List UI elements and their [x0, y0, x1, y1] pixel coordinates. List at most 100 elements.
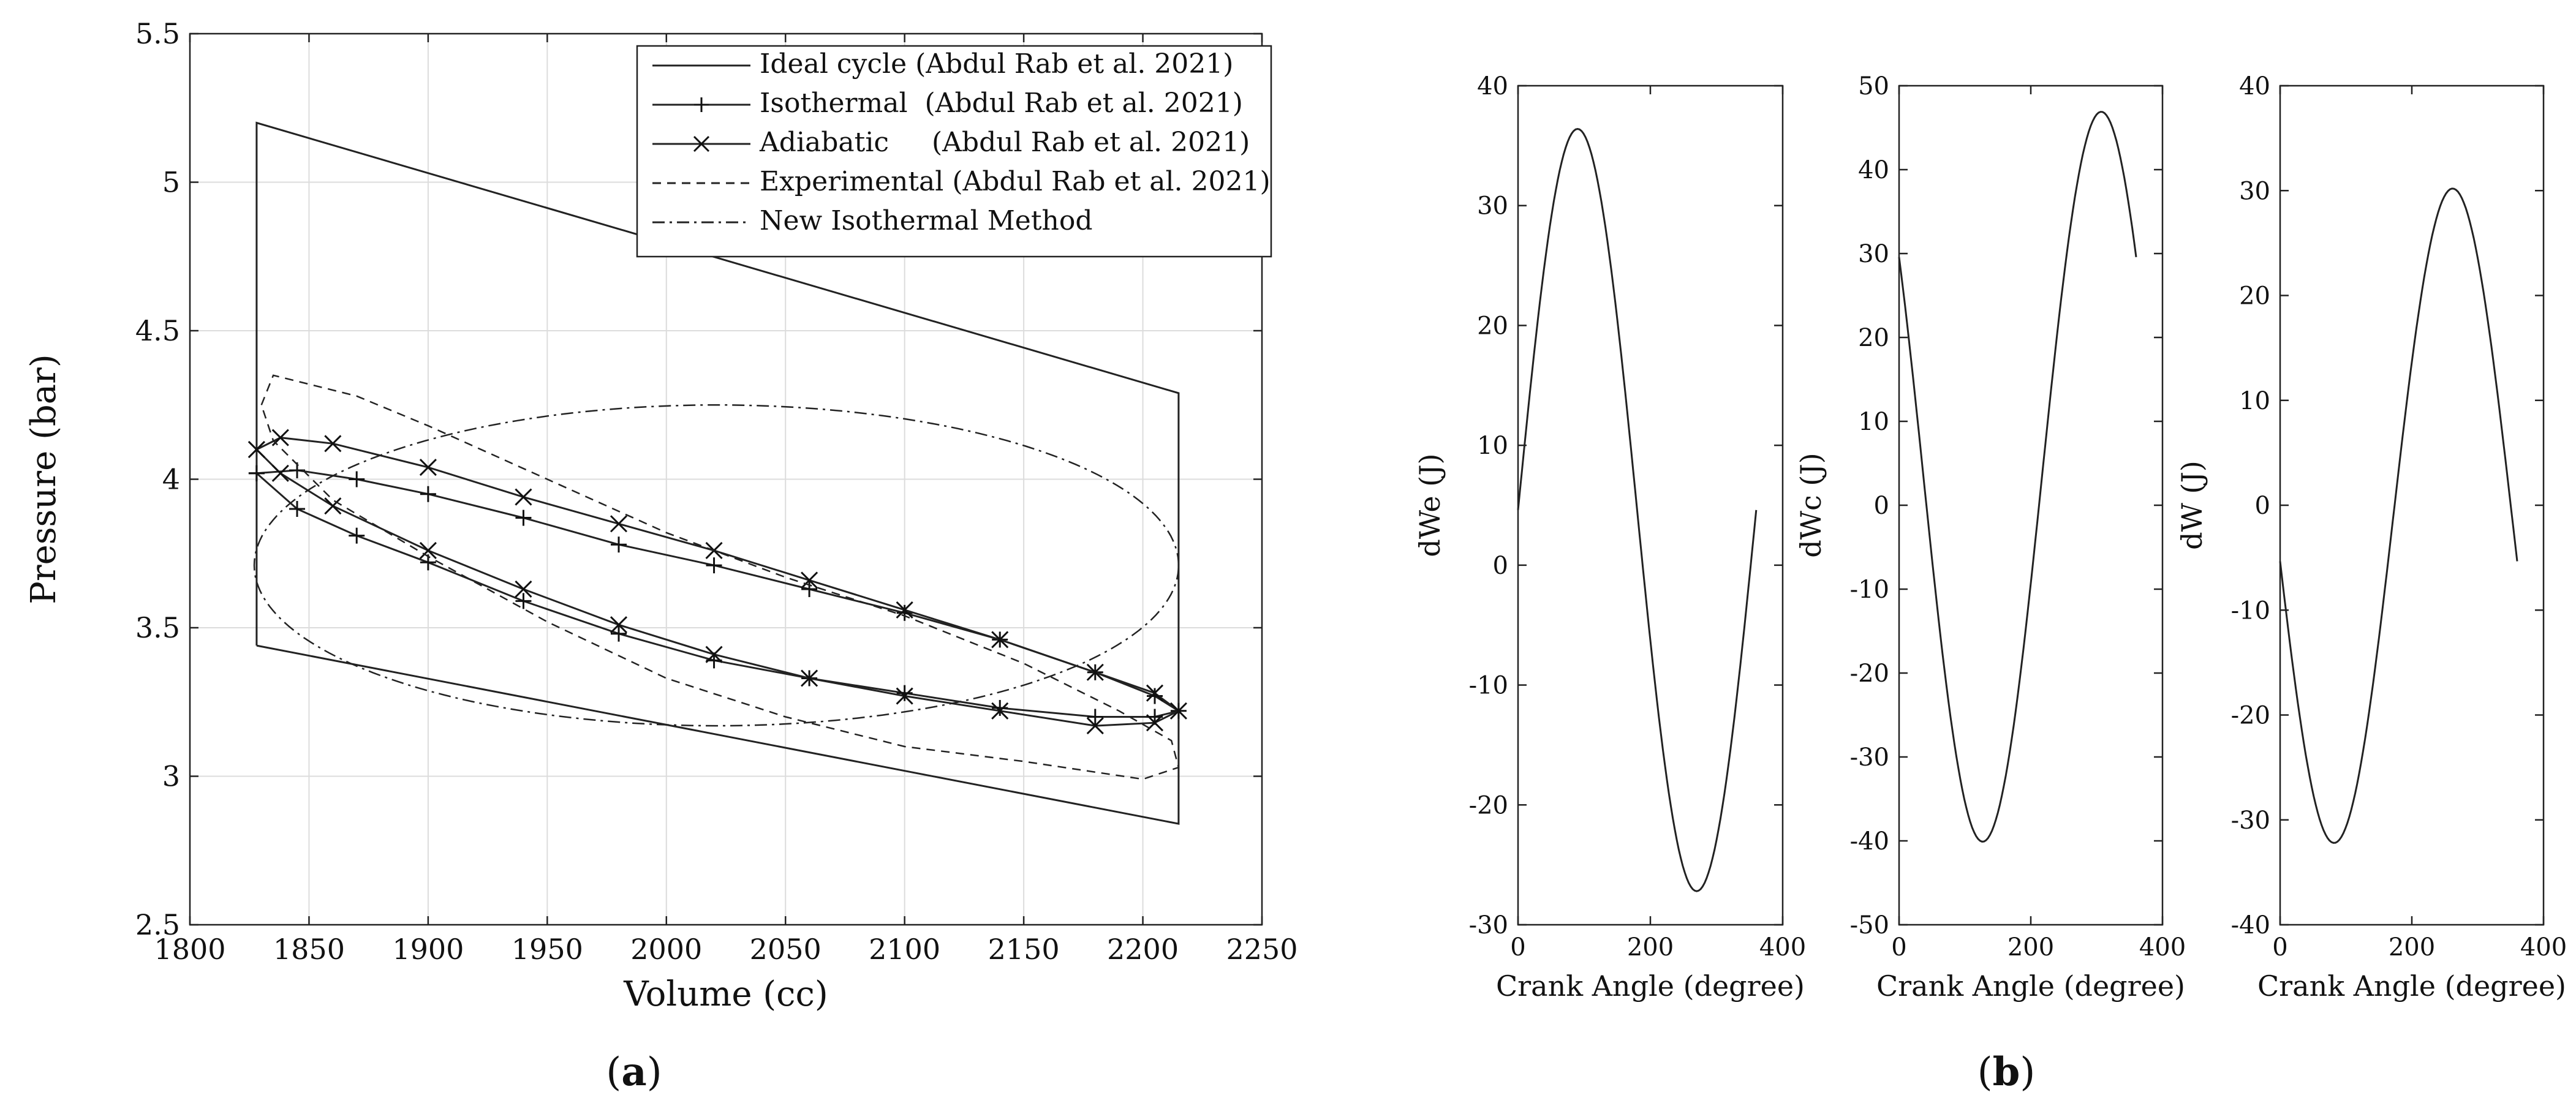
- b2-y-tick-label: -10: [1850, 576, 1889, 604]
- a-series-adiabatic-abdul-rab-et-al-2021-marker: [247, 440, 265, 459]
- b2-x-tick-label: 400: [2139, 933, 2186, 962]
- b3-y-tick-label: 40: [2239, 72, 2270, 100]
- a-series-adiabatic-abdul-rab-et-al-2021-marker-d2: [991, 631, 1009, 649]
- a-series-isothermal-abdul-rab-et-al-202-marker: [896, 604, 913, 621]
- b2-y-tick-label: -20: [1850, 660, 1889, 688]
- a-series-adiabatic-abdul-rab-et-al-2021-marker-d2: [324, 435, 342, 453]
- a-x-tick-label: 2250: [1226, 933, 1297, 966]
- b2-y-tick-label: 30: [1858, 240, 1889, 268]
- panel-a-pv-diagram: 1800 1850 1900 1950 2000 2050 2100 2150 2200 2250…: [24, 17, 1298, 1014]
- a-x-tick-label: 2150: [988, 933, 1060, 966]
- a-series-isothermal-abdul-rab-et-al-202-marker: [515, 510, 532, 526]
- a-series-new-isothermal-method-line: [253, 404, 1180, 727]
- caption-b-letter: b: [1993, 1049, 2020, 1095]
- a-series-adiabatic-abdul-rab-et-al-2021-marker-d2: [419, 541, 437, 559]
- b1-x-tick-label: 200: [1627, 933, 1674, 962]
- b3-y-axis-label: dW (J): [2175, 461, 2208, 550]
- a-series-adiabatic-abdul-rab-et-al-2021-marker-d2: [247, 440, 265, 459]
- caption-a: (a): [606, 1049, 662, 1095]
- a-series-adiabatic-abdul-rab-et-al-2021-marker-d2: [991, 702, 1009, 720]
- b2-y-tick-label: -50: [1850, 911, 1889, 939]
- a-series-isothermal-abdul-rab-et-al-202-marker: [420, 486, 436, 502]
- b1-y-tick-label: -30: [1469, 911, 1508, 939]
- b2-x-tick-label: 0: [1891, 933, 1906, 962]
- a-y-axis-label: Pressure (bar): [24, 354, 64, 604]
- a-series-adiabatic-abdul-rab-et-al-2021-marker: [801, 571, 818, 589]
- a-y-tick-label: 5: [162, 166, 180, 199]
- a-y-tick-label: 2.5: [135, 908, 180, 941]
- panel-b-dwe-plot: 0 200 400 -30 -20 -10 0 10 20 30 40 Crank Angle (de…: [1413, 72, 1806, 1003]
- a-legend-entry: Isothermal (Abdul Rab et al. 2021): [760, 88, 1243, 119]
- b1-y-tick-label: 40: [1477, 72, 1508, 100]
- a-series-adiabatic-abdul-rab-et-al-2021-line: [255, 437, 1180, 727]
- a-series-isothermal-abdul-rab-et-al-202-marker: [349, 471, 365, 487]
- a-series-adiabatic-abdul-rab-et-al-2021-marker: [324, 435, 342, 453]
- a-y-tick-label: 4.5: [135, 314, 180, 347]
- b1-y-tick-label: 0: [1493, 552, 1508, 580]
- a-legend-marker-cross-2: [693, 135, 710, 152]
- a-series-adiabatic-abdul-rab-et-al-2021-marker: [419, 459, 437, 476]
- a-y-tick-label: 3: [162, 760, 180, 793]
- a-x-tick-label: 2050: [750, 933, 822, 966]
- b3-y-tick-label: -30: [2231, 807, 2270, 835]
- a-series-adiabatic-abdul-rab-et-al-2021-marker: [271, 464, 289, 482]
- b1-y-axis-label: dWe (J): [1413, 453, 1446, 557]
- b1-x-axis-label: Crank Angle (degree): [1496, 969, 1805, 1003]
- a-x-axis-label: Volume (cc): [623, 974, 828, 1014]
- a-legend: Ideal cycle (Abdul Rab et al. 2021) Isoth…: [636, 45, 1272, 258]
- caption-b: (b): [1977, 1049, 2036, 1095]
- a-series-adiabatic-abdul-rab-et-al-2021-marker: [610, 515, 628, 533]
- b2-y-tick-label: 40: [1858, 156, 1889, 184]
- a-legend-entry: Experimental (Abdul Rab et al. 2021): [760, 166, 1271, 197]
- b1-y-tick-label: 30: [1477, 192, 1508, 220]
- b3-y-tick-label: 0: [2255, 492, 2270, 520]
- a-series-adiabatic-abdul-rab-et-al-2021-marker-d2: [801, 571, 818, 589]
- a-legend-entry: New Isothermal Method: [760, 205, 1093, 236]
- b2-x-tick-label: 200: [2008, 933, 2054, 962]
- a-series-isothermal-abdul-rab-et-al-202-marker: [515, 593, 532, 609]
- a-series-isothermal-abdul-rab-et-al-202-marker: [611, 625, 627, 642]
- a-series-adiabatic-abdul-rab-et-al-2021-marker: [896, 687, 913, 705]
- a-series-adiabatic-abdul-rab-et-al-2021-marker-d2: [896, 687, 913, 705]
- a-series-isothermal-abdul-rab-et-al-202-marker: [1087, 709, 1103, 725]
- b3-y-tick-label: -20: [2231, 702, 2270, 730]
- b3-series-dw-line: [2279, 187, 2518, 844]
- a-series-adiabatic-abdul-rab-et-al-2021-marker: [1086, 717, 1104, 735]
- a-series-adiabatic-abdul-rab-et-al-2021-marker-d2: [1146, 684, 1164, 702]
- a-series-adiabatic-abdul-rab-et-al-2021-marker: [1169, 702, 1187, 720]
- a-series-adiabatic-abdul-rab-et-al-2021-marker: [419, 541, 437, 559]
- a-series-isothermal-abdul-rab-et-al-202-marker: [706, 557, 722, 574]
- a-series-adiabatic-abdul-rab-et-al-2021-marker-d2: [896, 601, 913, 619]
- a-series-adiabatic-abdul-rab-et-al-2021-marker: [801, 669, 818, 687]
- a-legend-entry: Adiabatic (Abdul Rab et al. 2021): [759, 127, 1250, 158]
- b1-plot-frame: [1517, 85, 1784, 926]
- a-series-adiabatic-abdul-rab-et-al-2021-marker-d2: [801, 669, 818, 687]
- a-series-adiabatic-abdul-rab-et-al-2021-marker-d2: [610, 515, 628, 533]
- a-series-adiabatic-abdul-rab-et-al-2021-marker: [515, 580, 532, 598]
- a-y-tick-label: 5.5: [135, 17, 180, 50]
- a-series-experimental-abdul-rab-et-al-2-line: [260, 374, 1180, 780]
- b2-y-tick-label: 10: [1858, 408, 1889, 436]
- a-series-adiabatic-abdul-rab-et-al-2021-marker-d2: [271, 464, 289, 482]
- b3-x-tick-label: 200: [2389, 933, 2435, 962]
- a-series-isothermal-abdul-rab-et-al-202-marker: [349, 527, 365, 544]
- a-series-adiabatic-abdul-rab-et-al-2021-marker: [896, 601, 913, 619]
- a-x-tick-label: 1950: [512, 933, 583, 966]
- b2-y-tick-label: 20: [1858, 324, 1889, 352]
- a-x-tick-label: 1850: [273, 933, 345, 966]
- b1-y-tick-label: 20: [1477, 312, 1508, 340]
- a-series-adiabatic-abdul-rab-et-al-2021-marker: [991, 702, 1009, 720]
- b3-y-tick-label: 20: [2239, 282, 2270, 310]
- a-x-tick-label: 2200: [1107, 933, 1179, 966]
- a-legend-box: [636, 45, 1272, 258]
- b3-y-tick-label: 30: [2239, 177, 2270, 205]
- a-series-adiabatic-abdul-rab-et-al-2021-marker-d2: [1169, 702, 1187, 720]
- b2-y-tick-label: -30: [1850, 743, 1889, 772]
- b2-plot-frame: [1898, 85, 2164, 926]
- b3-y-tick-label: -10: [2231, 597, 2270, 625]
- a-x-tick-label: 2100: [869, 933, 940, 966]
- a-series-isothermal-abdul-rab-et-al-202-marker: [289, 501, 305, 517]
- b3-y-tick-label: 10: [2239, 387, 2270, 415]
- b1-y-tick-label: 10: [1477, 432, 1508, 460]
- caption-a-letter: a: [621, 1049, 646, 1095]
